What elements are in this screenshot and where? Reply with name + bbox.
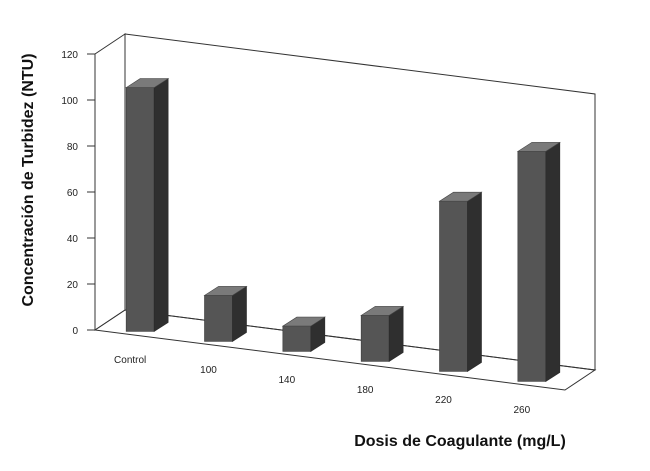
bar (281, 316, 326, 352)
y-tick-label: 60 (67, 188, 79, 199)
floor (93, 309, 597, 391)
y-tick-label: 100 (61, 96, 78, 107)
bar-top (125, 78, 170, 88)
y-axis-title: Concentración de Turbidez (NTU) (20, 53, 37, 306)
y-axis-ticks: 0 20 40 60 80 100 120 (61, 50, 95, 337)
bar-side (545, 141, 561, 382)
x-tick-label: Control (114, 355, 146, 366)
bar-front (360, 315, 390, 362)
bar-front (125, 87, 155, 332)
bars (125, 78, 561, 382)
bar (360, 305, 405, 362)
x-tick-label: 180 (357, 385, 374, 396)
bar (203, 285, 248, 342)
bar-front (517, 151, 547, 382)
y-tick-label: 0 (72, 326, 78, 337)
y-tick-label: 40 (67, 234, 79, 245)
x-axis-ticks: Control 100 140 180 220 260 (114, 355, 531, 416)
x-tick-label: 100 (200, 365, 217, 376)
bar-top (516, 142, 561, 152)
bar-side (388, 305, 404, 362)
x-tick-label: 220 (435, 395, 452, 406)
bar-top (281, 316, 326, 327)
bar-front (204, 295, 233, 342)
bar-top (203, 286, 248, 296)
bar (438, 191, 483, 372)
y-tick-label: 80 (67, 142, 79, 153)
x-tick-label: 260 (513, 405, 530, 416)
bar-top (438, 191, 483, 202)
bar-side (153, 78, 169, 332)
bar (125, 78, 170, 332)
y-tick-label: 120 (61, 50, 78, 61)
y-tick-label: 20 (67, 280, 79, 291)
side-wall (94, 33, 126, 331)
bar (516, 141, 561, 382)
bar-side (232, 285, 247, 342)
x-tick-label: 140 (278, 375, 295, 386)
bar-top (360, 306, 405, 316)
x-axis-title: Dosis de Coagulante (mg/L) (354, 433, 566, 450)
bar-side (467, 191, 482, 372)
bar-front (282, 325, 312, 352)
bar-front (439, 200, 468, 372)
